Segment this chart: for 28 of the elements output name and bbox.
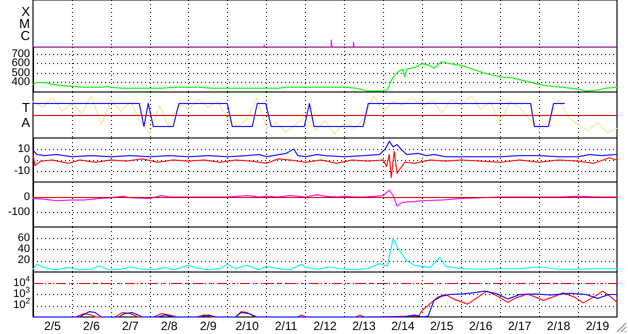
- x-tick-label: 2/15: [430, 319, 454, 333]
- y-tick-label: 0: [22, 154, 30, 166]
- x-tick-label: 2/6: [83, 319, 100, 333]
- text: A: [20, 115, 30, 130]
- x-tick-label: 2/11: [274, 319, 298, 333]
- y-tick-label: 40: [16, 243, 30, 255]
- x-tick-label: 2/17: [508, 319, 532, 333]
- x-tick-label: 2/7: [122, 319, 139, 333]
- x-tick-label: 2/18: [546, 319, 571, 333]
- x-tick-label: 2/12: [313, 319, 337, 333]
- x-tick-label: 2/9: [200, 319, 217, 333]
- x-tick-label: 2/14: [391, 319, 415, 333]
- y-tick-label: 0: [22, 190, 30, 204]
- y-tick-label: 10: [16, 142, 30, 155]
- x-tick-label: 2/8: [160, 319, 178, 333]
- y-tick-label: -100: [6, 206, 30, 218]
- x-tick-label: 2/16: [469, 319, 493, 333]
- x-tick-label: 2/19: [586, 319, 610, 333]
- x-tick-label: 2/13: [352, 319, 376, 333]
- y-tick-label: 20: [16, 254, 30, 268]
- text: T: [21, 100, 30, 115]
- y-tick-label: 400: [10, 76, 30, 90]
- x-tick-label: 2/10: [235, 319, 260, 333]
- y-tick-label: 10$^{2}$: [12, 296, 30, 312]
- y-tick-label: -10: [13, 164, 30, 178]
- x-tick-label: 2/5: [44, 319, 62, 333]
- y-tick-label: 60: [16, 232, 30, 244]
- y-tick-label: 600: [10, 57, 30, 70]
